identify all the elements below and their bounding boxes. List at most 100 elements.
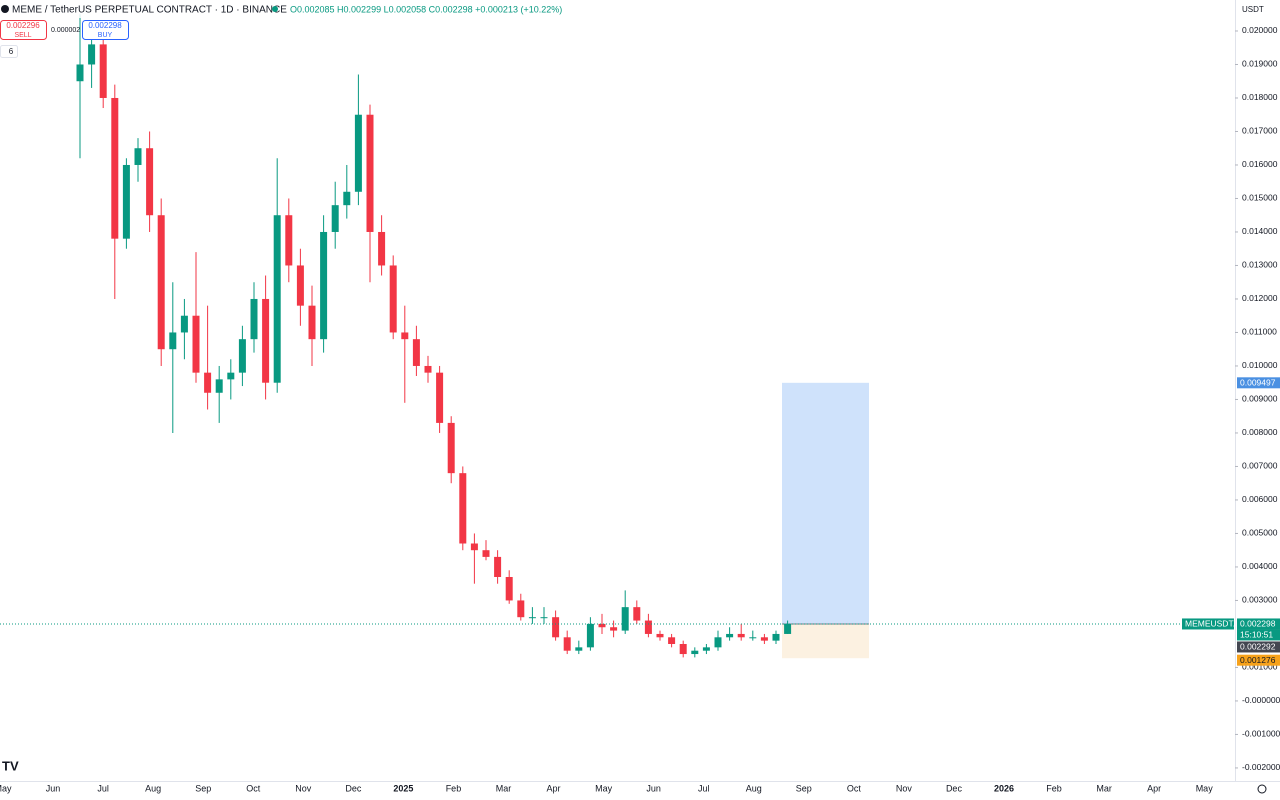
x-tick-label: Nov [896,783,913,793]
candle-body [366,114,374,232]
candle-body [540,617,548,619]
candle-body [737,633,745,638]
x-tick-label: Oct [847,783,862,793]
candle-body [134,148,142,165]
x-tick-label: 2025 [393,783,413,793]
candle-body [447,422,455,474]
last-price-label: 0.002298 [1240,619,1276,629]
candle-body [644,620,652,634]
y-tick-label: 0.016000 [1242,159,1278,169]
candle-body [88,44,96,65]
logo[interactable]: TV [2,758,19,773]
y-tick-label: 0.003000 [1242,595,1278,605]
settings-icon[interactable] [1257,784,1267,794]
candle-body [296,265,304,306]
candle-body [343,191,351,206]
x-tick-label: Sep [195,783,211,793]
bid-price-label-bg [1237,641,1280,653]
sell-price: 0.002296 [6,21,40,30]
x-tick-label: Oct [246,783,261,793]
ticker-label: MEMEUSDT.P [1185,619,1241,629]
x-tick-label: May [1196,783,1214,793]
x-tick-label: Dec [345,783,362,793]
candle-body [111,97,119,239]
y-tick-label: 0.015000 [1242,193,1278,203]
candle-body [99,44,107,98]
y-tick-label: -0.002000 [1242,762,1280,772]
candle-body [436,372,444,423]
candle-body [273,215,281,383]
candle-body [517,600,525,618]
y-tick-label: 0.007000 [1242,461,1278,471]
x-tick-label: Mar [1096,783,1112,793]
candle-body [470,543,478,551]
candle-body [714,637,722,648]
y-tick-label: 0.004000 [1242,561,1278,571]
x-tick-label: Jun [646,783,661,793]
x-tick-label: 2026 [994,783,1014,793]
candle-body [204,372,212,393]
indicator-toggle[interactable] [0,45,18,58]
x-tick-label: Jun [46,783,61,793]
y-tick-label: 0.005000 [1242,528,1278,538]
candle-body [389,265,397,333]
y-tick-label: 0.008000 [1242,427,1278,437]
x-tick-label: Apr [1147,783,1161,793]
candle-body [215,379,223,393]
candle-body [122,164,130,239]
x-tick-label: May [0,783,12,793]
y-tick-label: 0.010000 [1242,360,1278,370]
x-tick-label: Jul [698,783,710,793]
x-tick-label: Feb [1046,783,1062,793]
y-tick-label: 0.018000 [1242,92,1278,102]
x-tick-label: Sep [796,783,812,793]
position-loss [782,623,869,659]
candle-body [726,633,734,638]
candle-body [76,64,84,82]
buy-price: 0.002298 [88,21,122,30]
sell-button[interactable] [0,20,47,40]
ohlc-values: O0.002085 H0.002299 L0.002058 C0.002298 … [290,4,562,14]
candle-body [610,627,618,631]
x-tick-label: Apr [547,783,561,793]
candle-body [227,372,235,380]
candle-body [482,550,490,557]
candle-body [494,556,502,577]
symbol-title[interactable]: MEME / TetherUS PERPETUAL CONTRACT · 1D … [12,5,287,16]
candle-body [656,633,664,638]
plot-area: 0.020000 0.019000 0.018000 0.017000 0.016000… [0,14,1280,793]
candle-body [772,633,780,641]
sell-label: SELL [14,32,31,39]
y-tick-label: 0.019000 [1242,59,1278,69]
target-price-label-bg [1237,377,1280,389]
header-bg [0,0,560,18]
x-tick-label: Nov [295,783,312,793]
y-tick-label: 0.012000 [1242,293,1278,303]
candle-body [157,215,165,350]
stop-price-label: 0.001276 [1240,655,1276,665]
y-tick-label: 0.013000 [1242,260,1278,270]
candle-body [146,148,154,216]
x-tick-label: Dec [946,783,963,793]
candle-body [702,647,710,651]
symbol-icon[interactable] [1,5,9,13]
candle-body [575,647,583,651]
candle-body [633,607,641,621]
y-tick-label: 0.017000 [1242,126,1278,136]
candle-body [308,305,316,340]
indicator-count: 6 [9,47,14,56]
candle-body [320,231,328,340]
countdown-label: 15:10:51 [1240,630,1273,640]
y-tick-label: 0.011000 [1242,327,1277,337]
x-tick-label: Feb [446,783,462,793]
candle-body [552,617,560,638]
buy-button[interactable] [82,20,129,40]
candle-body [412,339,420,366]
target-price-label: 0.009497 [1240,378,1276,388]
currency-label[interactable]: USDT [1242,5,1264,14]
candle-body [169,332,177,350]
candle-body [528,617,536,619]
